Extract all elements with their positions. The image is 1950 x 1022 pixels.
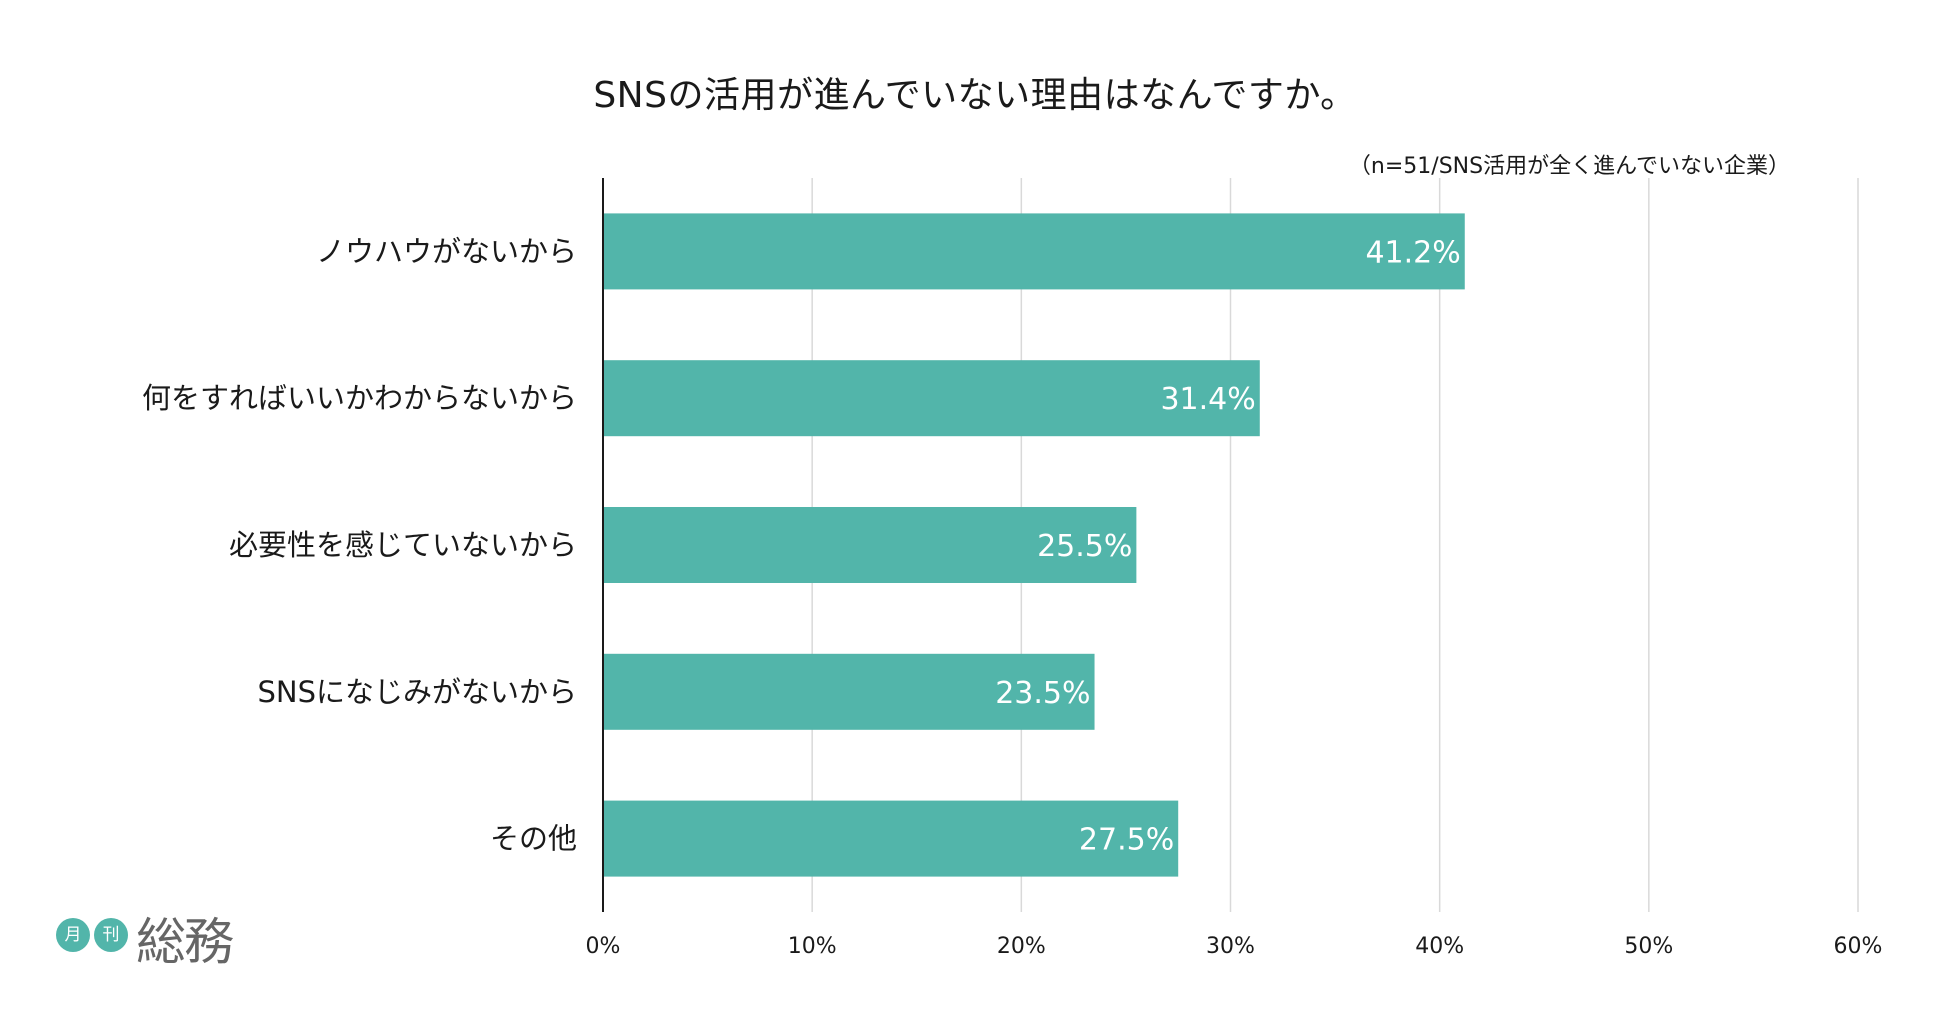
data-label: 25.5% bbox=[1037, 529, 1132, 564]
x-tick-label: 40% bbox=[1415, 934, 1464, 959]
logo-badge-month: 月 bbox=[56, 918, 90, 952]
category-label: SNSになじみがないから bbox=[257, 675, 577, 709]
bar bbox=[603, 213, 1465, 290]
data-label: 23.5% bbox=[995, 676, 1090, 711]
x-tick-label: 30% bbox=[1206, 934, 1255, 959]
category-label: ノウハウがないから bbox=[316, 234, 577, 268]
data-label: 41.2% bbox=[1365, 235, 1460, 270]
x-tick-label: 60% bbox=[1834, 934, 1883, 959]
x-tick-label: 0% bbox=[586, 934, 621, 959]
chart-title: SNSの活用が進んでいない理由はなんですか。 bbox=[593, 75, 1357, 116]
chart-subtitle: （n=51/SNS活用が全く進んでいない企業） bbox=[1348, 154, 1790, 179]
logo-badge-publication: 刊 bbox=[94, 918, 128, 952]
category-label: その他 bbox=[490, 822, 577, 856]
brand-logo: 月 刊 総務 bbox=[56, 912, 234, 982]
logo-wordmark: 総務 bbox=[136, 913, 234, 971]
bar bbox=[603, 800, 1179, 877]
data-label: 31.4% bbox=[1160, 382, 1255, 417]
category-label: 必要性を感じていないから bbox=[229, 528, 577, 562]
bars bbox=[603, 213, 1465, 877]
bar bbox=[603, 507, 1137, 583]
data-label: 27.5% bbox=[1079, 823, 1174, 858]
x-tick-label: 20% bbox=[997, 934, 1046, 959]
labels: 0% 10% 20% 30% 40% 50% 60% 41.2% ノウハウがないから 31.4% 何… bbox=[142, 234, 1882, 959]
x-tick-label: 10% bbox=[788, 934, 837, 959]
category-label: 何をすればいいかわからないから bbox=[142, 381, 577, 415]
x-tick-label: 50% bbox=[1624, 934, 1673, 959]
bar bbox=[603, 653, 1095, 730]
bar bbox=[603, 360, 1260, 437]
